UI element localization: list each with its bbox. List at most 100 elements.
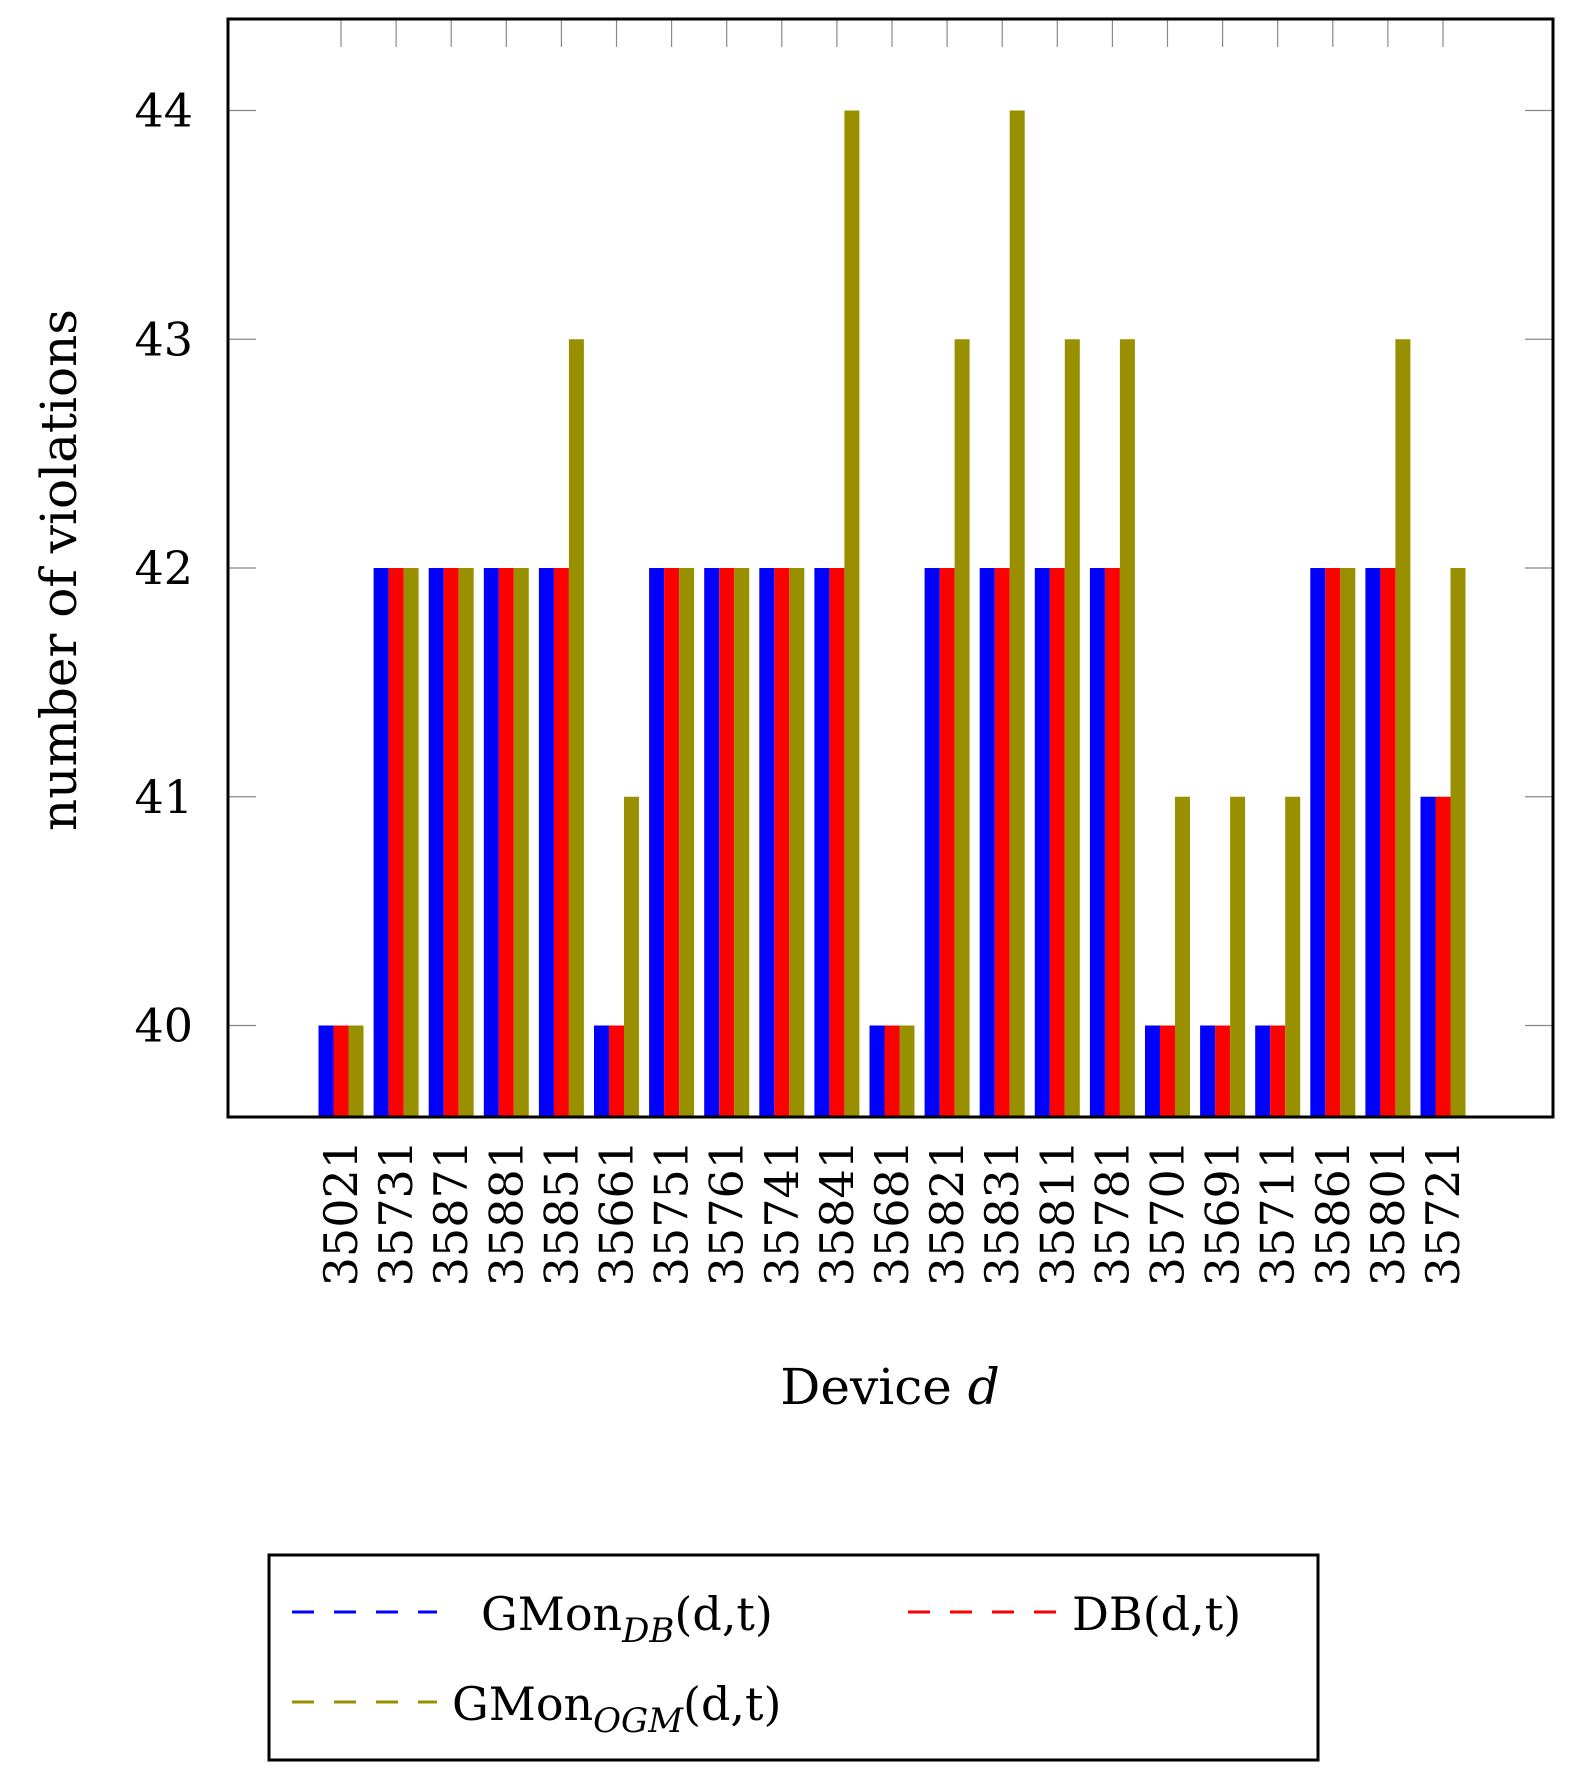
bar-db-35691: [1215, 1025, 1231, 1117]
x-tick-label: 35841: [810, 1140, 864, 1286]
x-tick-label: 35821: [920, 1140, 974, 1286]
bar-db-35811: [1034, 568, 1050, 1117]
bar-db-35021: [333, 1025, 349, 1117]
x-tick-label: 35751: [645, 1140, 699, 1286]
x-tick-label: 35741: [755, 1140, 809, 1286]
x-tick-label: 35711: [1251, 1140, 1305, 1286]
x-tick-label: 35871: [424, 1140, 478, 1286]
bar-ogm-35821: [954, 339, 970, 1117]
bar-ogm-35781: [1119, 339, 1135, 1117]
bar-ogm-35021: [348, 1025, 364, 1117]
bar-db-35801: [1380, 568, 1396, 1117]
x-axis-title: Device d: [780, 1358, 999, 1416]
bar-db-35701: [1160, 1025, 1175, 1117]
x-tick-label: 35691: [1196, 1140, 1250, 1286]
x-tick-label: 35681: [865, 1140, 919, 1286]
bar-db-35681: [869, 1025, 885, 1117]
bar-db-35881: [498, 568, 514, 1117]
bar-ogm-35851: [568, 339, 584, 1117]
legend-label-gmon-db: GMonDB(d,t): [481, 1587, 773, 1651]
y-tick-label: 42: [134, 541, 193, 595]
bar-db-35751: [664, 568, 680, 1117]
x-tick-label: 35861: [1306, 1140, 1360, 1286]
bar-db-35821: [924, 568, 940, 1117]
bar-db-35881: [483, 568, 499, 1117]
bar-db-35781: [1089, 568, 1105, 1117]
x-tick-label: 35851: [534, 1140, 588, 1286]
x-tick-label: 35761: [700, 1140, 754, 1286]
bar-ogm-35881: [513, 568, 529, 1117]
bar-db-35741: [759, 568, 775, 1117]
bar-db-35681: [884, 1025, 900, 1117]
bar-db-35741: [774, 568, 790, 1117]
plot-frame: [226, 17, 1555, 1119]
bar-ogm-35701: [1175, 796, 1190, 1117]
bar-ogm-35841: [844, 110, 860, 1117]
bar-db-35731: [373, 568, 389, 1117]
y-tick-label: 44: [134, 84, 193, 138]
x-tick-label: 35781: [1085, 1140, 1139, 1286]
bar-ogm-35731: [403, 568, 419, 1117]
y-axis-title: number of violations: [30, 309, 88, 831]
x-tick-label: 35811: [1030, 1140, 1084, 1286]
bar-db-35801: [1365, 568, 1381, 1117]
bar-db-35831: [979, 568, 995, 1117]
bar-ogm-35681: [899, 1025, 915, 1117]
bars-layer: [318, 110, 1466, 1117]
bar-ogm-35831: [1009, 110, 1025, 1117]
bar-ogm-35691: [1230, 796, 1246, 1117]
bar-db-35811: [1049, 568, 1065, 1117]
bar-db-35021: [318, 1025, 334, 1117]
bar-db-35661: [609, 1025, 624, 1117]
bar-db-35761: [704, 568, 720, 1117]
bar-db-35861: [1325, 568, 1341, 1117]
bar-ogm-35711: [1285, 796, 1301, 1117]
bar-db-35871: [428, 568, 444, 1117]
x-tick-label: 35831: [975, 1140, 1029, 1286]
bar-db-35851: [538, 568, 554, 1117]
bar-db-35721: [1435, 796, 1451, 1117]
bar-ogm-35721: [1450, 568, 1466, 1117]
y-tick-label: 41: [134, 770, 193, 824]
bar-ogm-35801: [1395, 339, 1411, 1117]
legend-label-db: DB(d,t): [1072, 1587, 1241, 1641]
bar-ogm-35861: [1340, 568, 1356, 1117]
bar-db-35661: [594, 1025, 609, 1117]
x-tick-label: 35731: [369, 1140, 423, 1286]
bar-db-35751: [649, 568, 665, 1117]
x-tick-labels: 35021 35731 35871 35881 35851 35661 35751 35761…: [314, 1140, 1470, 1286]
legend: GMonDB(d,t) DB(d,t) GMonOGM(d,t): [267, 1553, 1320, 1762]
y-tick-label: 43: [134, 312, 193, 366]
bar-db-35761: [719, 568, 735, 1117]
bar-db-35731: [388, 568, 404, 1117]
x-tick-label: 35021: [314, 1140, 368, 1286]
bar-ogm-35871: [458, 568, 474, 1117]
bar-db-35711: [1255, 1025, 1271, 1117]
bar-db-35821: [939, 568, 955, 1117]
bar-ogm-35761: [734, 568, 750, 1117]
bar-db-35861: [1310, 568, 1326, 1117]
bar-ogm-35661: [624, 796, 639, 1117]
bar-ogm-35741: [789, 568, 805, 1117]
bar-db-35831: [994, 568, 1010, 1117]
x-axis-title-text: Device: [780, 1358, 952, 1416]
bar-ogm-35751: [679, 568, 695, 1117]
bar-db-35691: [1200, 1025, 1216, 1117]
x-tick-label: 35801: [1361, 1140, 1415, 1286]
bar-db-35841: [814, 568, 830, 1117]
x-tick-label: 35881: [479, 1140, 533, 1286]
bar-db-35871: [443, 568, 459, 1117]
x-tick-label: 35661: [590, 1140, 644, 1286]
bar-db-35711: [1270, 1025, 1286, 1117]
x-tick-label: 35721: [1416, 1140, 1470, 1286]
bar-db-35701: [1145, 1025, 1160, 1117]
y-tick-label: 40: [134, 999, 193, 1053]
bar-db-35851: [553, 568, 569, 1117]
legend-frame: [267, 1553, 1320, 1762]
bar-ogm-35811: [1064, 339, 1080, 1117]
legend-label-gmon-ogm: GMonOGM(d,t): [452, 1677, 781, 1741]
bar-db-35841: [829, 568, 845, 1117]
bar-db-35721: [1420, 796, 1436, 1117]
ticks-layer: [228, 19, 1553, 1027]
